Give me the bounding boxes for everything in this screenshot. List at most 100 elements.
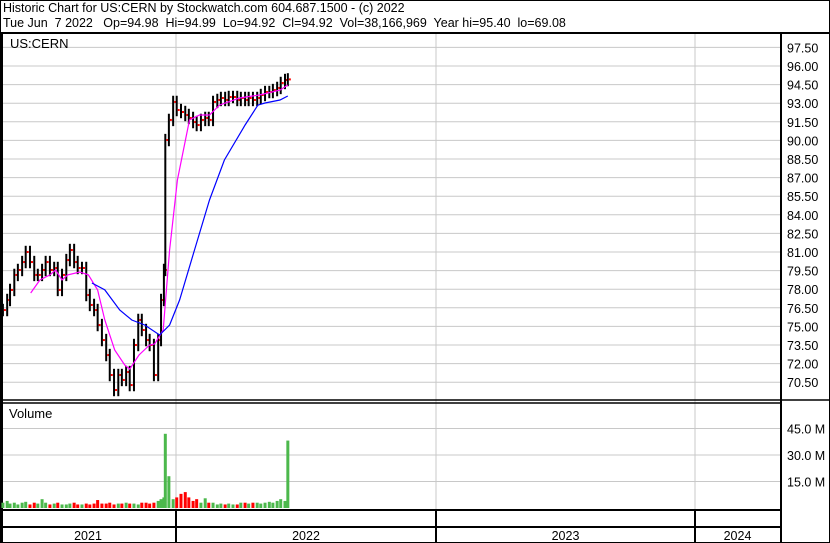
close-tick (186, 113, 189, 116)
year-label: 2022 (292, 529, 320, 543)
volume-bar (239, 502, 243, 508)
close-tick (90, 303, 93, 306)
close-tick (122, 378, 125, 381)
price-tick-label: 97.50 (787, 41, 818, 55)
close-tick (209, 118, 212, 121)
close-tick (30, 261, 33, 264)
volume-bar (128, 503, 132, 508)
gridlines (3, 34, 780, 510)
volume-bar (215, 504, 219, 508)
close-tick (70, 249, 73, 252)
volume-bar (140, 502, 144, 508)
volume-bar (112, 504, 116, 508)
volume-bar (235, 504, 239, 508)
price-tick-label: 85.50 (787, 190, 818, 204)
close-tick (35, 273, 38, 276)
volume-bar (152, 502, 156, 508)
close-tick (98, 324, 101, 327)
volume-bar (159, 499, 163, 508)
close-tick (147, 339, 150, 342)
volume-label: Volume (9, 406, 52, 421)
close-tick (67, 259, 70, 262)
close-tick (11, 288, 14, 291)
volume-bar (259, 503, 263, 508)
close-tick (43, 268, 46, 271)
volume-bar (187, 497, 191, 508)
close-tick (102, 339, 105, 342)
close-tick (166, 139, 169, 142)
volume-bar (104, 503, 108, 508)
symbol-label: US:CERN (10, 36, 69, 51)
close-tick (110, 374, 113, 377)
price-tick-label: 79.50 (787, 265, 818, 279)
volume-bar (271, 502, 275, 508)
volume-bar (1, 502, 5, 508)
volume-bar (28, 504, 32, 508)
close-tick (23, 261, 26, 264)
volume-tick-label: 45.0 M (787, 423, 825, 437)
volume-bar (56, 502, 60, 508)
close-tick (194, 121, 197, 124)
close-tick (258, 96, 261, 99)
volume-bar (84, 503, 88, 508)
volume-bar (5, 500, 9, 508)
volume-tick-label: 15.0 M (787, 476, 825, 490)
volume-bar (211, 502, 215, 508)
volume-tick-label: 30.0 M (787, 449, 825, 463)
volume-bar (255, 502, 259, 508)
close-tick (87, 294, 90, 297)
volume-bar (68, 503, 72, 508)
volume-bar (175, 497, 179, 508)
volume-bar (191, 500, 195, 508)
price-tick-label: 88.50 (787, 153, 818, 167)
volume-bar (195, 499, 199, 508)
volume-bar (207, 502, 211, 508)
close-tick (201, 118, 204, 121)
close-tick (75, 261, 78, 264)
close-tick (174, 100, 177, 103)
year-label: 2024 (724, 529, 752, 543)
close-tick (154, 374, 157, 377)
volume-bar (120, 503, 124, 508)
volume-bar (267, 501, 271, 508)
volume-bar (100, 503, 104, 508)
volume-bar (40, 499, 44, 508)
volume-bar (88, 504, 92, 508)
volume-bar (44, 502, 48, 508)
close-tick (253, 98, 256, 101)
volume-bar (156, 500, 160, 508)
volume-bar (96, 500, 100, 508)
volume-bar (116, 503, 120, 508)
close-tick (18, 268, 21, 271)
price-tick-label: 78.00 (787, 283, 818, 297)
volume-bar (36, 503, 40, 508)
close-tick (46, 261, 49, 264)
volume-bar (64, 504, 68, 508)
close-tick (169, 118, 172, 121)
volume-bar (171, 499, 175, 508)
volume-bar (203, 498, 207, 508)
close-tick (82, 266, 85, 269)
price-tick-label: 70.50 (787, 376, 818, 390)
close-tick (107, 354, 110, 357)
close-tick (226, 98, 229, 101)
volume-bar (148, 503, 152, 508)
volume-bar (16, 504, 20, 508)
close-tick (214, 100, 217, 103)
price-tick-label: 81.00 (787, 246, 818, 260)
volume-bar (263, 502, 267, 508)
close-tick (139, 318, 142, 321)
year-label: 2023 (552, 529, 580, 543)
volume-bar (48, 504, 52, 508)
close-tick (15, 273, 18, 276)
volume-bar (243, 502, 247, 508)
close-tick (26, 251, 29, 253)
volume-bar (124, 502, 128, 508)
volume-bar (8, 503, 12, 508)
moving-average-long-line (91, 95, 289, 336)
close-tick (127, 371, 130, 374)
volume-bar (60, 504, 64, 508)
